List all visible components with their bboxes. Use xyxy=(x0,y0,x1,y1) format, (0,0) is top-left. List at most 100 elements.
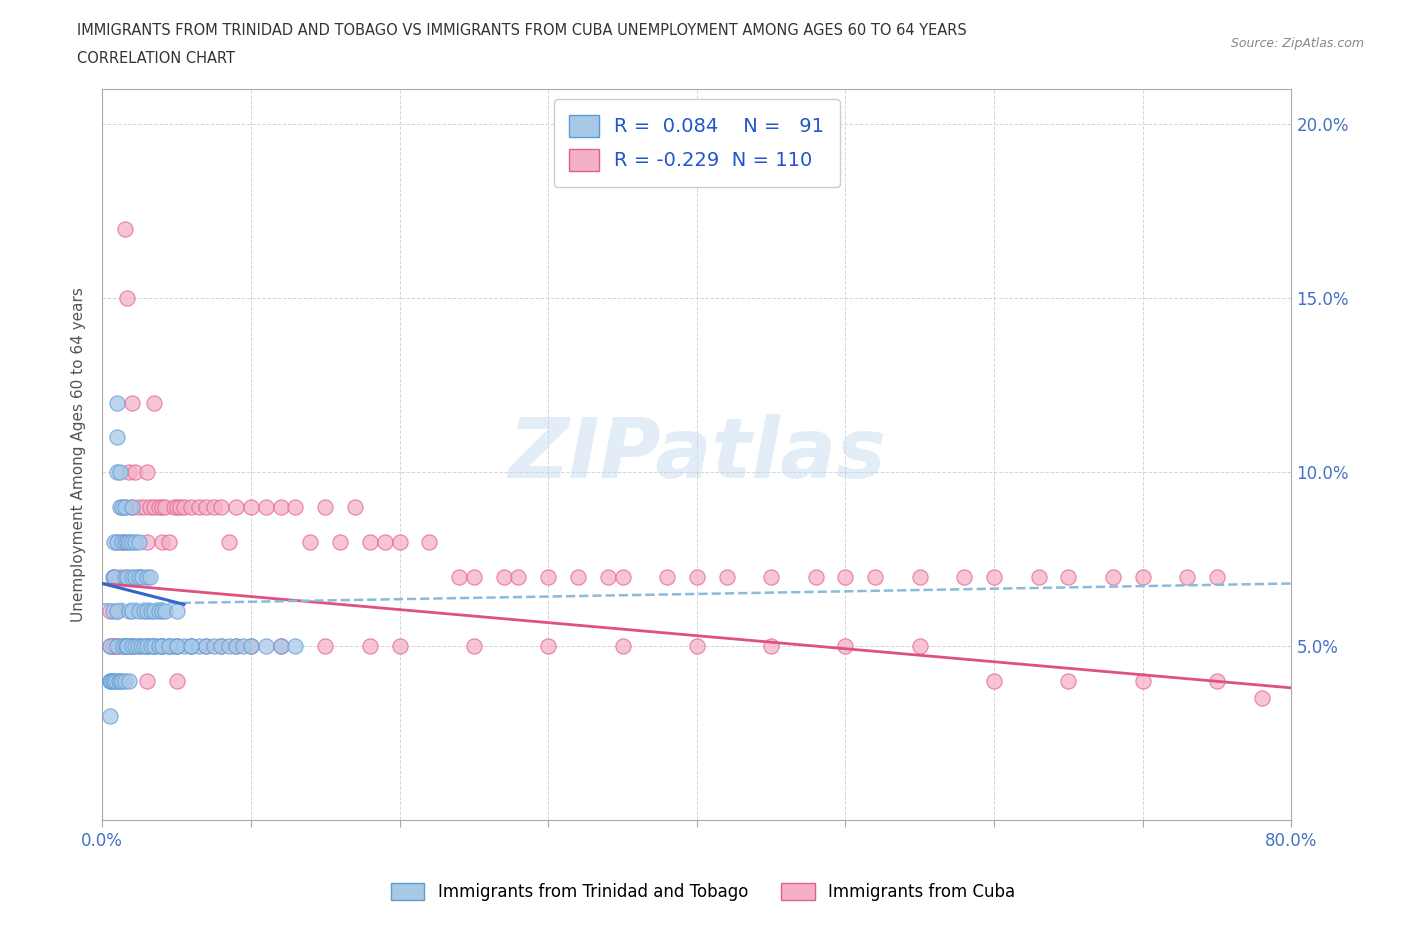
Text: ZIPatlas: ZIPatlas xyxy=(508,414,886,496)
Point xyxy=(121,499,143,514)
Point xyxy=(139,499,162,514)
Point xyxy=(209,639,232,654)
Point xyxy=(98,673,121,688)
Point xyxy=(107,673,129,688)
Point xyxy=(135,639,157,654)
Y-axis label: Unemployment Among Ages 60 to 64 years: Unemployment Among Ages 60 to 64 years xyxy=(72,287,86,622)
Point xyxy=(314,639,336,654)
Point xyxy=(143,639,166,654)
Point xyxy=(143,499,166,514)
Point xyxy=(804,569,827,584)
Point xyxy=(117,639,139,654)
Point xyxy=(135,465,157,480)
Point xyxy=(132,639,155,654)
Point xyxy=(143,639,166,654)
Point xyxy=(596,569,619,584)
Point xyxy=(98,639,121,654)
Point xyxy=(166,639,188,654)
Point xyxy=(100,673,122,688)
Point xyxy=(537,569,560,584)
Point xyxy=(150,639,173,654)
Point xyxy=(108,569,131,584)
Point xyxy=(135,639,157,654)
Point xyxy=(101,639,124,654)
Point xyxy=(98,604,121,618)
Point xyxy=(374,535,396,550)
Point xyxy=(463,639,485,654)
Point xyxy=(105,535,128,550)
Point xyxy=(118,604,141,618)
Point xyxy=(166,639,188,654)
Point xyxy=(153,499,176,514)
Point xyxy=(121,395,143,410)
Point xyxy=(143,604,166,618)
Point xyxy=(124,465,146,480)
Point xyxy=(953,569,976,584)
Point xyxy=(124,569,146,584)
Point xyxy=(343,499,366,514)
Point xyxy=(686,569,709,584)
Point xyxy=(218,535,240,550)
Point xyxy=(128,569,150,584)
Point xyxy=(118,639,141,654)
Point xyxy=(150,535,173,550)
Point xyxy=(135,639,157,654)
Point xyxy=(284,639,307,654)
Point xyxy=(173,639,195,654)
Text: Source: ZipAtlas.com: Source: ZipAtlas.com xyxy=(1230,37,1364,50)
Point xyxy=(110,499,132,514)
Point xyxy=(508,569,530,584)
Point xyxy=(148,499,170,514)
Point xyxy=(103,569,125,584)
Point xyxy=(139,569,162,584)
Point xyxy=(128,604,150,618)
Point xyxy=(759,639,782,654)
Point xyxy=(209,639,232,654)
Point xyxy=(195,639,218,654)
Point xyxy=(612,569,634,584)
Point xyxy=(166,499,188,514)
Point xyxy=(1057,569,1080,584)
Point xyxy=(132,604,155,618)
Point xyxy=(117,569,139,584)
Point xyxy=(114,499,136,514)
Point xyxy=(209,499,232,514)
Point xyxy=(195,639,218,654)
Point xyxy=(1057,673,1080,688)
Point xyxy=(121,604,143,618)
Point xyxy=(157,639,180,654)
Point xyxy=(108,673,131,688)
Point xyxy=(121,639,143,654)
Point xyxy=(103,639,125,654)
Point xyxy=(463,569,485,584)
Point xyxy=(135,535,157,550)
Point xyxy=(225,499,247,514)
Point xyxy=(202,639,225,654)
Point xyxy=(239,639,262,654)
Point xyxy=(299,535,322,550)
Point xyxy=(132,499,155,514)
Point xyxy=(108,465,131,480)
Point xyxy=(118,465,141,480)
Point xyxy=(202,499,225,514)
Point xyxy=(908,639,931,654)
Point xyxy=(128,535,150,550)
Point xyxy=(124,535,146,550)
Point xyxy=(329,535,352,550)
Point xyxy=(98,673,121,688)
Point xyxy=(157,639,180,654)
Point xyxy=(143,639,166,654)
Point xyxy=(254,639,277,654)
Point xyxy=(118,673,141,688)
Point xyxy=(118,535,141,550)
Point xyxy=(166,673,188,688)
Point xyxy=(105,604,128,618)
Point xyxy=(150,604,173,618)
Point xyxy=(492,569,515,584)
Point xyxy=(115,639,138,654)
Point xyxy=(98,639,121,654)
Point xyxy=(135,673,157,688)
Point xyxy=(983,569,1005,584)
Point xyxy=(148,604,170,618)
Point xyxy=(150,499,173,514)
